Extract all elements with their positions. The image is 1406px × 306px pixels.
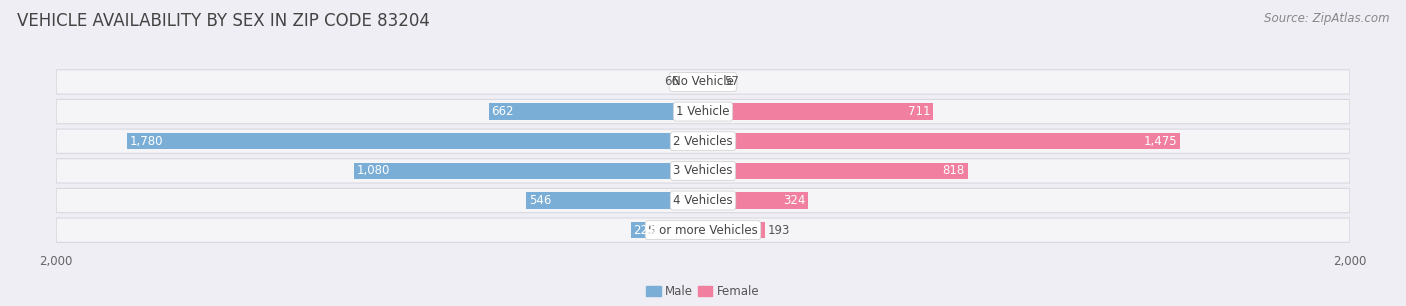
FancyBboxPatch shape (56, 159, 1350, 183)
Text: VEHICLE AVAILABILITY BY SEX IN ZIP CODE 83204: VEHICLE AVAILABILITY BY SEX IN ZIP CODE … (17, 12, 430, 30)
FancyBboxPatch shape (56, 129, 1350, 153)
FancyBboxPatch shape (56, 188, 1350, 213)
Text: 662: 662 (492, 105, 515, 118)
FancyBboxPatch shape (56, 99, 1350, 124)
Text: 57: 57 (724, 76, 740, 88)
Text: 66: 66 (664, 76, 679, 88)
Bar (703, 74, 721, 90)
Text: 4 Vehicles: 4 Vehicles (673, 194, 733, 207)
Bar (682, 74, 703, 90)
Text: 2 Vehicles: 2 Vehicles (673, 135, 733, 148)
Bar (354, 163, 703, 179)
Text: 223: 223 (634, 224, 655, 237)
Bar (703, 222, 765, 238)
Text: No Vehicle: No Vehicle (672, 76, 734, 88)
Bar (489, 103, 703, 120)
Text: 1,780: 1,780 (129, 135, 163, 148)
Text: 711: 711 (908, 105, 931, 118)
Text: 193: 193 (768, 224, 790, 237)
Text: 3 Vehicles: 3 Vehicles (673, 164, 733, 177)
FancyBboxPatch shape (56, 70, 1350, 94)
Text: 818: 818 (942, 164, 965, 177)
Legend: Male, Female: Male, Female (647, 285, 759, 298)
Text: 1 Vehicle: 1 Vehicle (676, 105, 730, 118)
Bar (631, 222, 703, 238)
Text: 5 or more Vehicles: 5 or more Vehicles (648, 224, 758, 237)
Bar (128, 133, 703, 149)
Bar (703, 103, 934, 120)
Text: Source: ZipAtlas.com: Source: ZipAtlas.com (1264, 12, 1389, 25)
Text: 546: 546 (529, 194, 551, 207)
Text: 1,475: 1,475 (1143, 135, 1177, 148)
Text: 1,080: 1,080 (356, 164, 389, 177)
Bar (703, 163, 967, 179)
Text: 324: 324 (783, 194, 806, 207)
FancyBboxPatch shape (56, 218, 1350, 242)
Bar (703, 133, 1180, 149)
Bar (703, 192, 808, 209)
Bar (526, 192, 703, 209)
